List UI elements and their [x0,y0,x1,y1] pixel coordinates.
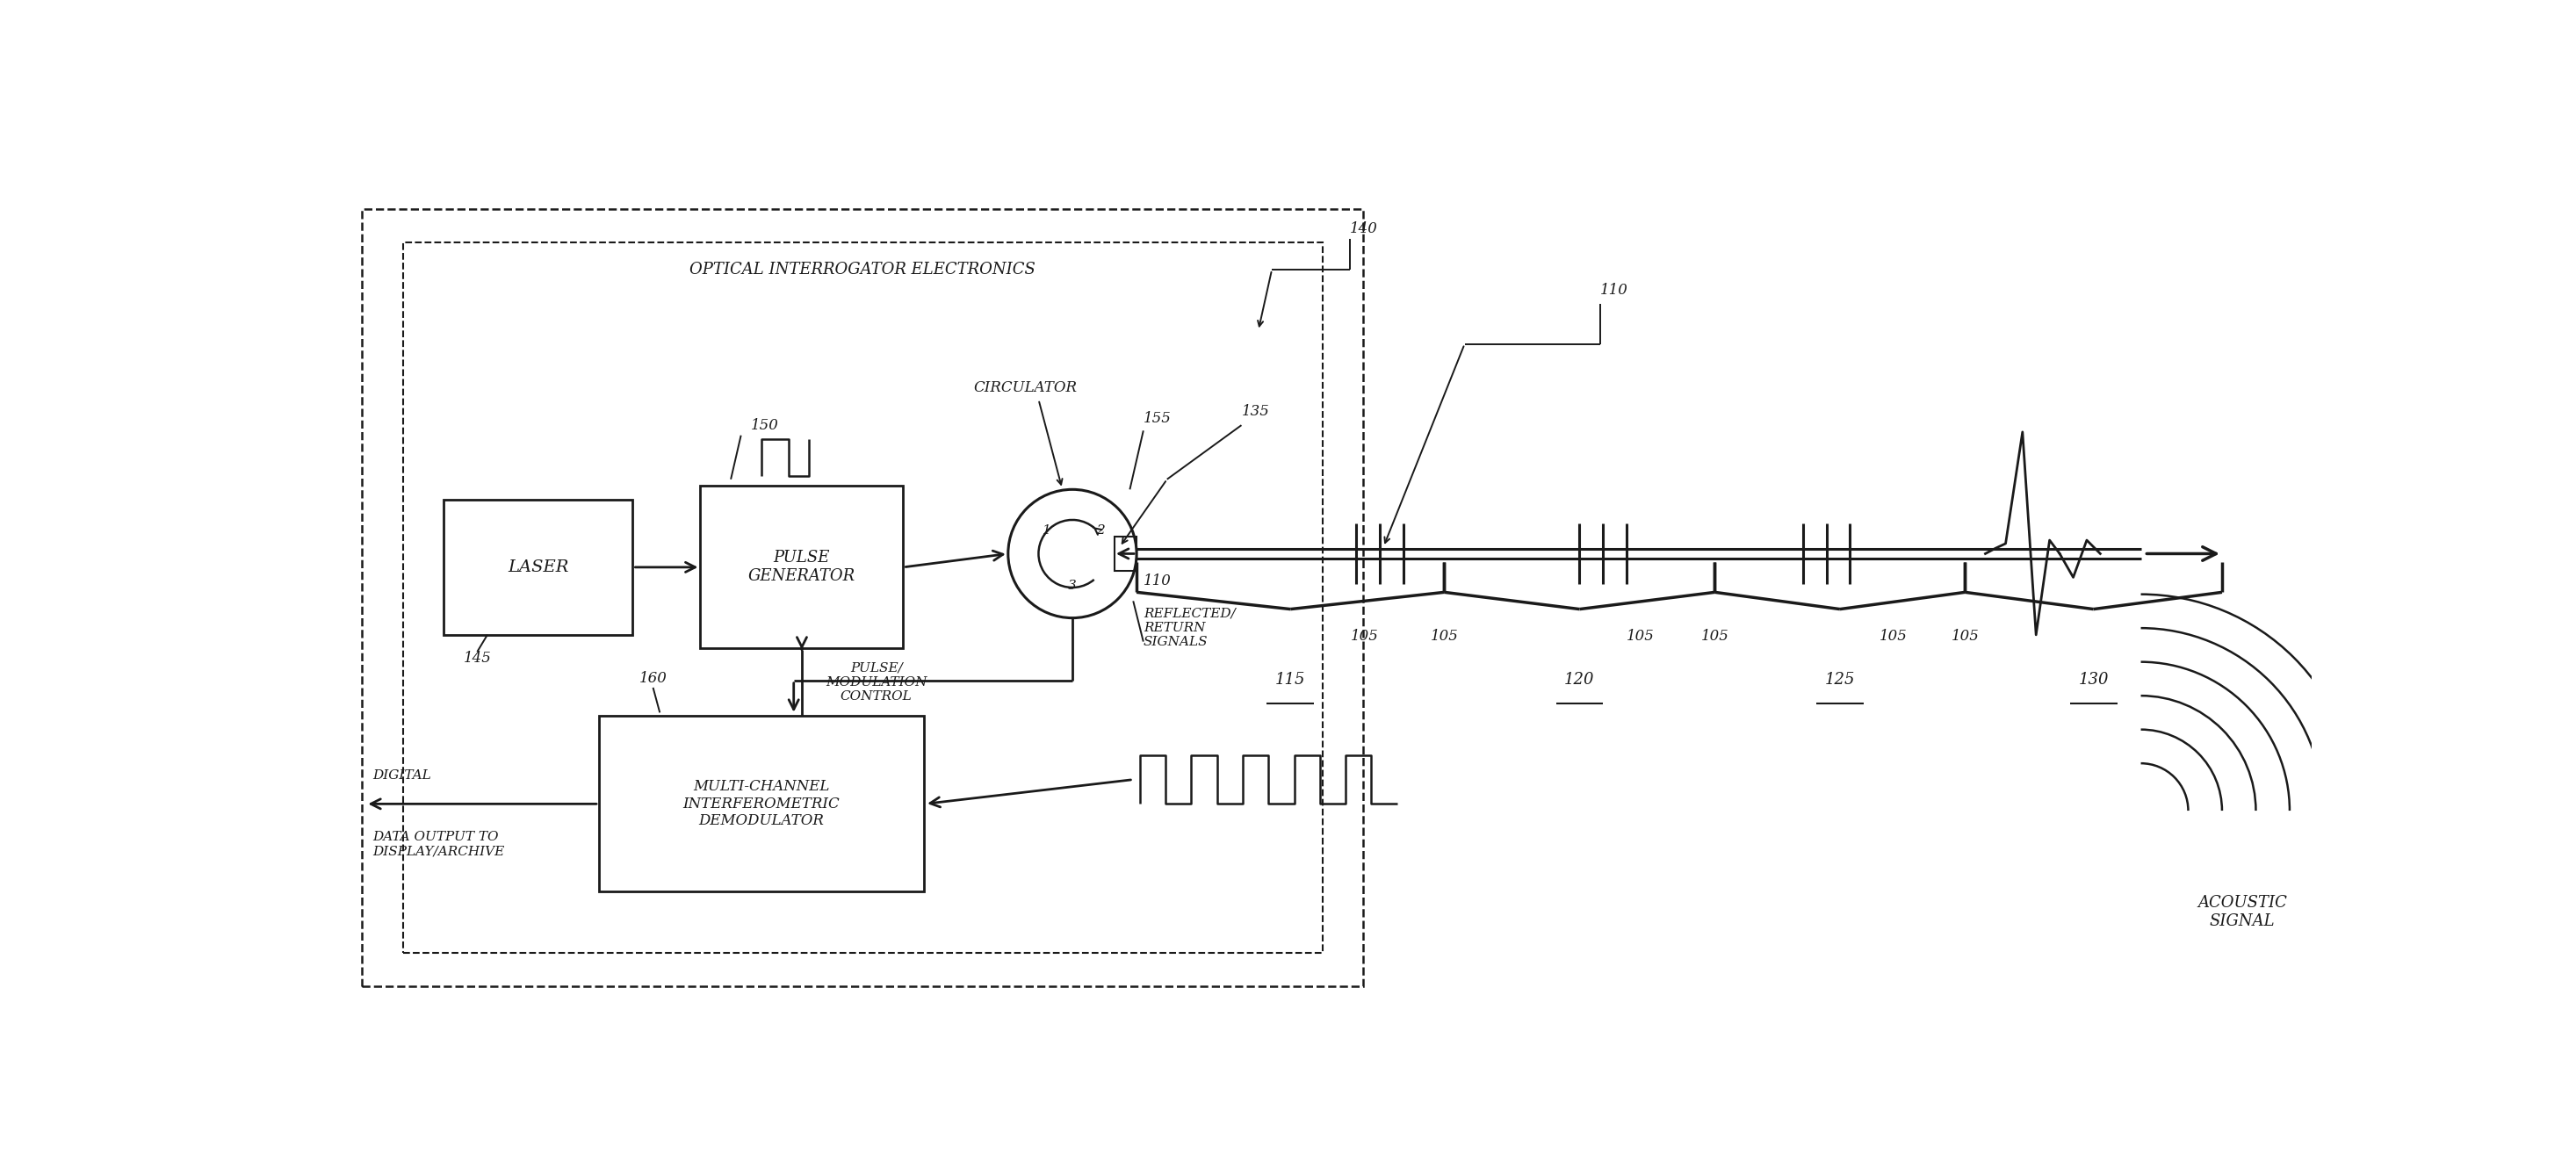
Text: DIGITAL: DIGITAL [374,770,430,781]
Text: 105: 105 [1350,629,1378,644]
Bar [701,486,904,649]
Text: 105: 105 [1950,629,1978,644]
Text: 145: 145 [464,651,492,666]
Text: 120: 120 [1564,673,1595,688]
Text: PULSE/
MODULATION
CONTROL: PULSE/ MODULATION CONTROL [824,661,927,703]
Text: 110: 110 [1144,574,1172,589]
Text: LASER: LASER [507,560,569,575]
Text: 135: 135 [1242,404,1270,419]
Text: OPTICAL INTERROGATOR ELECTRONICS: OPTICAL INTERROGATOR ELECTRONICS [690,262,1036,278]
Bar [363,209,1363,987]
Text: MULTI-CHANNEL
INTERFEROMETRIC
DEMODULATOR: MULTI-CHANNEL INTERFEROMETRIC DEMODULATO… [683,779,840,829]
Bar [443,500,634,635]
Text: 3: 3 [1069,580,1077,592]
Text: 160: 160 [639,672,667,687]
Text: REFLECTED/
RETURN
SIGNALS: REFLECTED/ RETURN SIGNALS [1144,608,1236,649]
Text: 2: 2 [1097,524,1105,537]
Text: 140: 140 [1350,222,1378,237]
Text: 105: 105 [1880,629,1909,644]
Text: 105: 105 [1700,629,1728,644]
Text: 1: 1 [1043,524,1051,537]
Text: 155: 155 [1144,411,1172,426]
Bar [600,715,925,892]
Bar [1115,537,1136,570]
Text: PULSE
GENERATOR: PULSE GENERATOR [747,550,855,584]
Text: 125: 125 [1824,673,1855,688]
Text: 110: 110 [1600,283,1628,298]
Text: 115: 115 [1275,673,1306,688]
Text: 105: 105 [1430,629,1458,644]
Text: DATA OUTPUT TO
DISPLAY/ARCHIVE: DATA OUTPUT TO DISPLAY/ARCHIVE [374,831,505,857]
Text: CIRCULATOR: CIRCULATOR [974,381,1077,396]
Text: 130: 130 [2079,673,2110,688]
Text: ACOUSTIC
SIGNAL: ACOUSTIC SIGNAL [2197,896,2287,929]
Bar [402,242,1321,953]
Text: 105: 105 [1625,629,1654,644]
Text: 150: 150 [752,418,778,433]
